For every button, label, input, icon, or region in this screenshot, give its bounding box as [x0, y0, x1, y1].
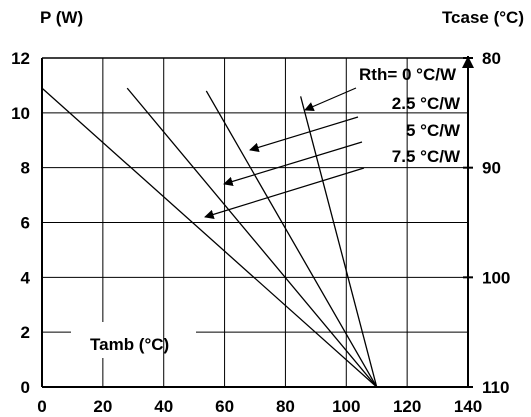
x-tick-label: 40 — [154, 397, 173, 416]
plot-frame — [41, 56, 474, 388]
right-axis-label: Tcase (°C) — [442, 8, 524, 27]
tick-labels: 0 20 40 60 80 100 120 140 0 2 4 6 8 10 12 80 90 100 110 — [11, 49, 510, 416]
y-tick-label: 10 — [11, 104, 30, 123]
series-line — [41, 87, 378, 388]
series-line — [300, 96, 378, 388]
grid-lines — [42, 58, 468, 387]
right-tick-label: 100 — [482, 268, 510, 287]
y-axis-label: P (W) — [40, 8, 83, 27]
y-tick-label: 8 — [21, 159, 30, 178]
y-tick-label: 0 — [21, 378, 30, 397]
right-tick-label: 90 — [482, 159, 501, 178]
y-tick-label: 6 — [21, 214, 30, 233]
y-tick-label: 12 — [11, 49, 30, 68]
series-arrow — [223, 141, 363, 187]
x-tick-label: 60 — [215, 397, 234, 416]
x-tick-label: 120 — [393, 397, 421, 416]
series-label: 2.5 °C/W — [392, 94, 461, 113]
right-tick-label: 110 — [482, 378, 509, 397]
series-label: 7.5 °C/W — [392, 147, 461, 166]
series-arrow — [204, 167, 365, 220]
series-line — [126, 87, 378, 388]
x-axis-label: Tamb (°C) — [90, 335, 169, 354]
x-tick-label: 80 — [276, 397, 295, 416]
y-tick-label: 2 — [21, 323, 30, 342]
x-tick-label: 20 — [93, 397, 112, 416]
series-label: Rth= 0 °C/W — [359, 65, 457, 84]
derating-series — [41, 87, 378, 388]
y-tick-label: 4 — [21, 268, 31, 287]
x-tick-label: 140 — [454, 397, 482, 416]
series-arrow — [304, 87, 357, 111]
series-label: 5 °C/W — [406, 121, 461, 140]
x-tick-label: 0 — [37, 397, 46, 416]
x-tick-label: 100 — [332, 397, 360, 416]
series-arrow — [249, 116, 359, 153]
annotations: Rth= 0 °C/W 2.5 °C/W 5 °C/W 7.5 °C/W Tamb (°… — [90, 65, 461, 354]
right-tick-label: 80 — [482, 49, 501, 68]
series-line — [205, 90, 378, 388]
